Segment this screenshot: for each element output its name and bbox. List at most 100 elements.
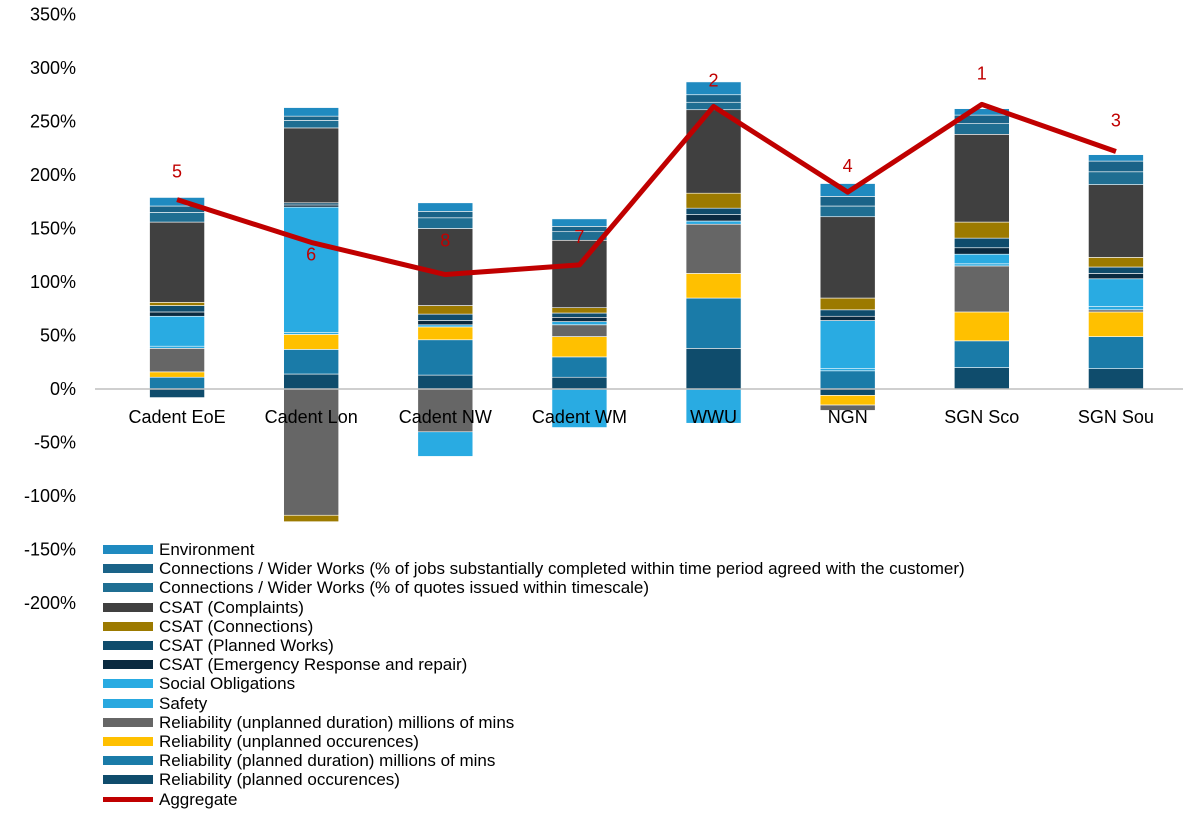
bar-segment	[1088, 184, 1144, 258]
bar-segment	[685, 207, 742, 215]
bar-segment	[551, 324, 608, 337]
bar-segment	[954, 311, 1010, 342]
bar-segment	[417, 305, 474, 315]
legend-swatch	[103, 796, 153, 802]
rank-label: 7	[574, 227, 584, 247]
bar-segment	[149, 311, 205, 317]
bar-segment	[954, 123, 1010, 135]
bar-segment	[551, 388, 608, 428]
bar-segment	[149, 212, 205, 223]
legend-swatch	[103, 583, 153, 593]
bar-segment	[954, 367, 1010, 390]
bar-segment	[283, 202, 339, 206]
bar-segment	[1088, 273, 1144, 280]
rank-label: 2	[709, 71, 719, 91]
bar-segment	[283, 334, 339, 350]
legend-label: Safety	[159, 693, 208, 713]
bar-segment	[551, 312, 608, 318]
x-tick-label: Cadent Lon	[265, 407, 358, 427]
x-tick-label: SGN Sco	[944, 407, 1019, 427]
bar-segment	[954, 237, 1010, 249]
rank-label: 5	[172, 162, 182, 182]
legend: Environment Connections / Wider Works (% …	[103, 540, 965, 809]
bar-segment	[417, 211, 474, 219]
legend-swatch	[103, 545, 153, 555]
bar-segment	[685, 214, 742, 222]
legend-item: Connections / Wider Works (% of quotes i…	[103, 578, 965, 597]
bar-segment	[551, 239, 608, 308]
y-tick-label: 100%	[30, 272, 76, 292]
bar-segment	[685, 192, 742, 209]
bar-segment	[417, 374, 474, 390]
rank-label: 1	[977, 63, 987, 83]
y-tick-label: 150%	[30, 219, 76, 239]
bar-segment	[819, 216, 876, 299]
y-tick-label: 0%	[50, 379, 76, 399]
bar-segment	[283, 120, 339, 129]
bar-segment	[551, 321, 608, 326]
legend-label: Reliability (planned duration) millions …	[159, 751, 496, 771]
bar-segment	[819, 320, 876, 369]
legend-label: Connections / Wider Works (% of jobs sub…	[159, 559, 965, 579]
bar-segment	[954, 253, 1010, 265]
bar-segment	[1088, 257, 1144, 268]
bar-segment	[149, 221, 205, 303]
bar-segment	[685, 273, 742, 299]
bar-segment	[283, 127, 339, 204]
y-tick-label: -200%	[24, 593, 76, 613]
bar-segment	[819, 370, 876, 390]
bar-segment	[819, 395, 876, 406]
y-tick-label: 50%	[40, 326, 76, 346]
legend-swatch	[103, 717, 153, 727]
bar-segment	[551, 336, 608, 358]
bar-segment	[1088, 309, 1144, 313]
bar-segment	[283, 206, 339, 333]
y-tick-label: -100%	[24, 486, 76, 506]
bar-segment	[149, 302, 205, 306]
bar-segment	[685, 348, 742, 390]
bar-segment	[283, 373, 339, 390]
x-tick-label: Cadent NW	[399, 407, 492, 427]
legend-label: Reliability (planned occurences)	[159, 770, 400, 790]
bar-segment	[685, 223, 742, 274]
legend-swatch	[103, 775, 153, 785]
legend-swatch	[103, 736, 153, 746]
bar-segment	[149, 371, 205, 378]
legend-label: CSAT (Emergency Response and repair)	[159, 655, 468, 675]
bar-segment	[417, 202, 474, 212]
bar-segment	[149, 305, 205, 313]
bar-segment	[819, 404, 876, 411]
bar-segment	[819, 205, 876, 218]
bar-segment	[954, 221, 1010, 239]
x-tick-label: NGN	[828, 407, 868, 427]
legend-label: Social Obligations	[159, 674, 296, 694]
x-tick-label: WWU	[690, 407, 737, 427]
legend-swatch	[103, 564, 153, 574]
y-tick-label: 200%	[30, 165, 76, 185]
bar-segment	[283, 514, 339, 522]
bar-segment	[819, 196, 876, 207]
bar-segment	[283, 331, 339, 335]
legend-label: Reliability (unplanned occurences)	[159, 731, 419, 751]
bar-segment	[417, 313, 474, 321]
legend-label: CSAT (Complaints)	[159, 597, 304, 617]
bar-segment	[149, 376, 205, 390]
bar-segment	[149, 345, 205, 349]
legend-item: CSAT (Connections)	[103, 617, 965, 636]
bar-segment	[819, 315, 876, 321]
legend-item: Social Obligations	[103, 674, 965, 693]
legend-item: CSAT (Emergency Response and repair)	[103, 655, 965, 674]
bar-segment	[551, 307, 608, 314]
x-tick-label: Cadent WM	[532, 407, 627, 427]
aggregate-line	[176, 101, 1117, 278]
y-tick-label: 250%	[30, 112, 76, 132]
legend-swatch	[103, 698, 153, 708]
bar-segment	[417, 324, 474, 328]
bar-segment	[685, 297, 742, 349]
bar-segment	[1088, 336, 1144, 369]
bar-segment	[819, 388, 876, 396]
bar-segment	[551, 376, 608, 390]
legend-item: Environment	[103, 540, 965, 559]
bar-segment	[149, 348, 205, 373]
y-tick-label: -50%	[34, 433, 76, 453]
